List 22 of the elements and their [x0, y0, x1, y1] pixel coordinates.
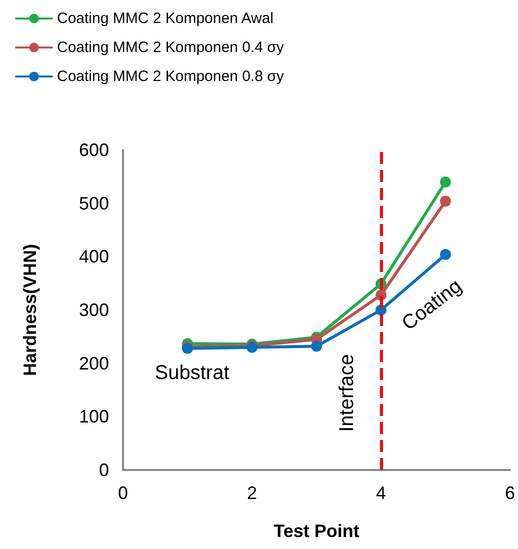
x-tick-label: 6 — [504, 483, 515, 503]
legend-label: Coating MMC 2 Komponen 0.8 σy — [57, 68, 284, 85]
y-tick-label: 600 — [78, 140, 109, 160]
y-tick-label: 300 — [78, 300, 109, 320]
x-axis-title: Test Point — [274, 521, 360, 541]
x-tick-label: 0 — [118, 483, 128, 503]
point — [440, 196, 451, 207]
legend-label: Coating MMC 2 Komponen 0.4 σy — [57, 39, 284, 56]
x-tick-label: 4 — [376, 483, 386, 503]
legend-label: Coating MMC 2 Komponen Awal — [57, 10, 274, 27]
ref-line-label: Interface — [336, 354, 358, 432]
y-tick-label: 100 — [78, 406, 109, 427]
y-tick-label: 400 — [78, 246, 109, 267]
y-tick-label: 500 — [78, 193, 109, 214]
y-axis-title: Hardness(VHN) — [20, 244, 40, 376]
annotation: Substrat — [154, 362, 230, 384]
point — [311, 340, 322, 352]
y-tick-label: 0 — [98, 460, 109, 480]
point — [440, 249, 451, 260]
x-tick-label: 2 — [246, 483, 258, 503]
y-tick-label: 200 — [78, 353, 109, 374]
point — [440, 176, 451, 188]
